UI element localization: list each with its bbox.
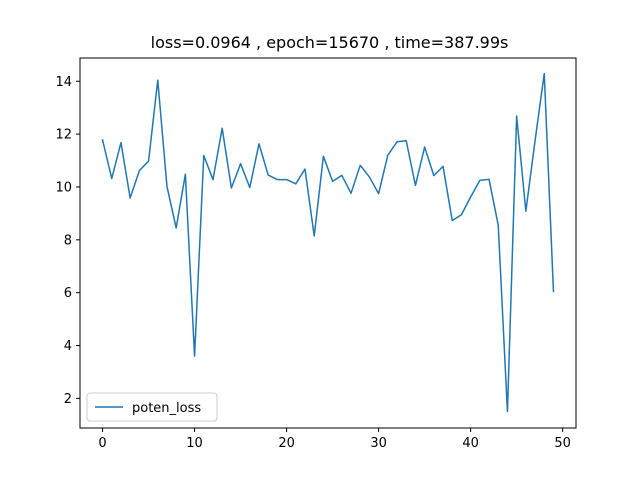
data-point — [488, 178, 491, 181]
series-points — [101, 72, 555, 413]
data-point — [110, 177, 113, 180]
plot-frame — [79, 57, 577, 429]
data-point — [497, 224, 500, 227]
data-point — [119, 141, 122, 144]
data-point — [156, 79, 159, 82]
data-point — [303, 168, 306, 171]
chart-title: loss=0.0964 , epoch=15670 , time=387.99s — [151, 33, 509, 52]
data-point — [405, 139, 408, 142]
x-tick-label: 40 — [462, 436, 479, 451]
legend-box — [86, 392, 218, 422]
data-point — [147, 160, 150, 163]
axis-ticks: 0 10 20 30 40 50 2 4 6 8 10 12 14 — [55, 75, 570, 451]
data-point — [101, 138, 104, 141]
data-point — [211, 178, 214, 181]
data-point — [469, 196, 472, 199]
data-point — [129, 197, 132, 200]
y-tick-label: 12 — [55, 128, 72, 143]
data-point — [184, 173, 187, 176]
data-point — [451, 219, 454, 222]
y-tick-label: 14 — [55, 75, 72, 90]
data-point — [202, 154, 205, 157]
y-tick-label: 6 — [64, 286, 72, 301]
data-point — [239, 162, 242, 165]
data-point — [138, 169, 141, 172]
y-tick-label: 10 — [55, 180, 72, 195]
data-point — [322, 155, 325, 158]
data-point — [285, 178, 288, 181]
series-line-poten-loss — [101, 72, 555, 413]
legend: poten_loss — [86, 392, 218, 422]
legend-label: poten_loss — [132, 401, 201, 416]
y-tick-label: 4 — [64, 339, 72, 354]
y-tick-label: 2 — [64, 392, 72, 407]
x-tick-label: 50 — [554, 436, 571, 451]
x-tick-label: 20 — [278, 436, 295, 451]
data-point — [524, 210, 527, 213]
data-point — [230, 187, 233, 190]
x-tick-label: 0 — [98, 436, 106, 451]
data-point — [294, 182, 297, 185]
data-point — [377, 192, 380, 195]
data-point — [257, 142, 260, 145]
data-point — [460, 213, 463, 216]
data-point — [350, 192, 353, 195]
data-point — [386, 154, 389, 157]
data-point — [478, 179, 481, 182]
data-point — [543, 72, 546, 75]
data-point — [396, 140, 399, 143]
data-point — [165, 185, 168, 188]
data-point — [515, 115, 518, 118]
data-point — [414, 184, 417, 187]
data-point — [331, 180, 334, 183]
data-point — [368, 175, 371, 178]
data-point — [340, 174, 343, 177]
data-point — [506, 410, 509, 413]
data-point — [221, 127, 224, 130]
data-point — [359, 164, 362, 167]
data-point — [534, 139, 537, 142]
data-point — [423, 146, 426, 149]
data-point — [432, 174, 435, 177]
x-tick-label: 30 — [370, 436, 387, 451]
data-point — [175, 226, 178, 229]
data-point — [267, 174, 270, 177]
data-point — [276, 178, 279, 181]
x-tick-label: 10 — [186, 436, 203, 451]
y-tick-label: 8 — [64, 233, 72, 248]
data-point — [193, 355, 196, 358]
data-point — [442, 165, 445, 168]
data-point — [552, 290, 555, 293]
data-point — [313, 234, 316, 237]
data-point — [248, 186, 251, 189]
